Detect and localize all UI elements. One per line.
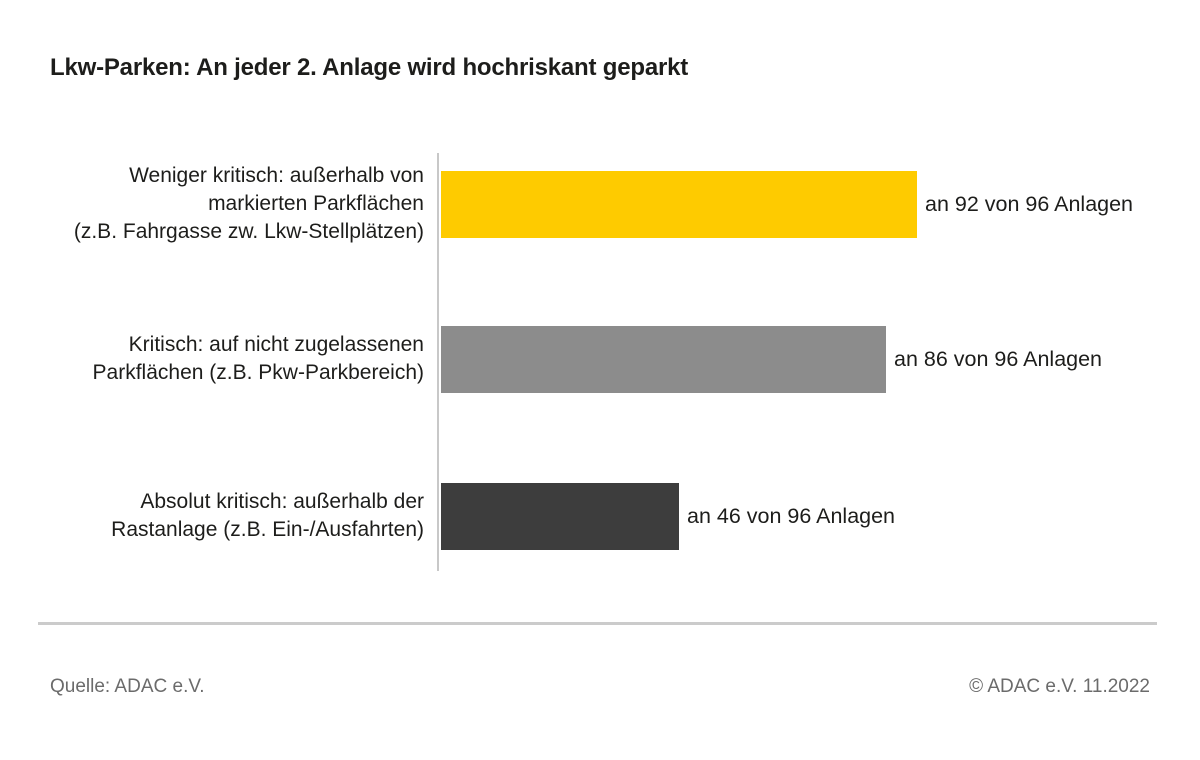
category-label: Weniger kritisch: außerhalb von markierte… — [73, 164, 424, 243]
value-label: an 92 von 96 Anlagen — [925, 191, 1134, 216]
value-label: an 46 von 96 Anlagen — [687, 503, 896, 528]
bar-3 — [441, 482, 679, 550]
category-label: Kritisch: auf nicht zugelassenen Parkfläc… — [92, 333, 424, 384]
y-axis-line — [437, 153, 439, 571]
bar-1 — [441, 170, 917, 238]
footer-divider — [38, 622, 1157, 625]
category-label: Absolut kritisch: außerhalb der Rastanlag… — [111, 490, 424, 541]
bar-row: Weniger kritisch: außerhalb von markierte… — [50, 154, 1170, 254]
chart-title: Lkw-Parken: An jeder 2. Anlage wird hoch… — [50, 54, 689, 81]
bar-2 — [441, 325, 886, 393]
copyright-text: © ADAC e.V. 11.2022 — [969, 676, 1150, 697]
source-text: Quelle: ADAC e.V. — [50, 676, 205, 697]
value-label: an 86 von 96 Anlagen — [894, 346, 1103, 371]
bar-row: Absolut kritisch: außerhalb der Rastanlag… — [50, 466, 1170, 566]
bar-row: Kritisch: auf nicht zugelassenen Parkfläc… — [50, 309, 1170, 409]
bar-chart: Weniger kritisch: außerhalb von markierte… — [50, 140, 1170, 585]
